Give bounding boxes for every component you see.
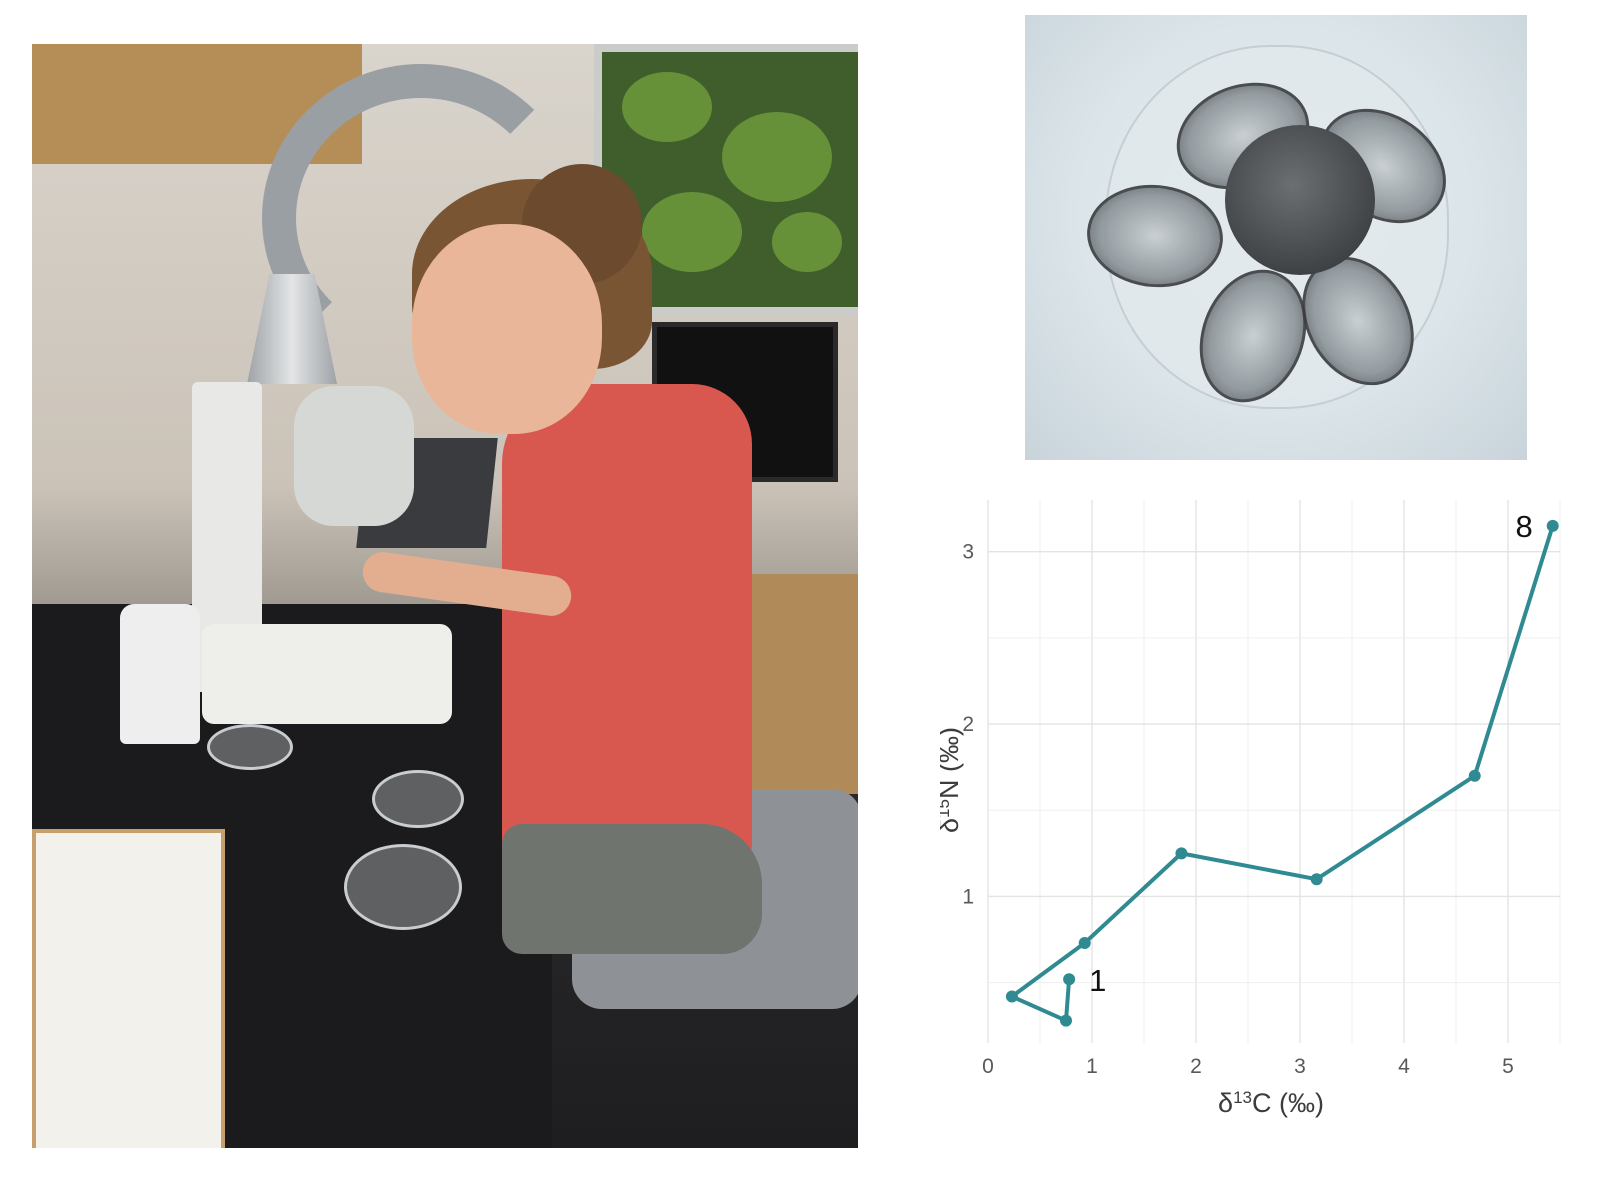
micrograph — [1025, 15, 1527, 460]
y-tick-label: 1 — [962, 885, 974, 908]
petri-dish — [344, 844, 462, 930]
microscope-base — [202, 624, 452, 724]
lab-photo — [32, 44, 858, 1148]
specimen-core — [1225, 125, 1375, 275]
point-label: 8 — [1515, 509, 1532, 544]
data-points — [1005, 519, 1559, 1027]
y-axis-title: δ15N (‰) — [940, 727, 964, 833]
shorts — [502, 824, 762, 954]
tick-labels: 0 1 2 3 4 5 1 2 3 — [962, 541, 1514, 1078]
x-tick-label: 0 — [982, 1055, 994, 1078]
microscope-head — [294, 386, 414, 526]
data-point — [1005, 990, 1018, 1003]
window — [594, 44, 858, 315]
sample-box — [32, 829, 225, 1148]
data-point — [1310, 873, 1323, 886]
data-point — [1063, 973, 1076, 986]
x-tick-label: 5 — [1502, 1055, 1514, 1078]
data-point — [1175, 847, 1188, 860]
x-axis-title: δ13C (‰) — [1218, 1088, 1324, 1119]
point-labels: 18 — [1089, 509, 1533, 998]
y-tick-label: 2 — [962, 713, 974, 736]
wash-bottle — [120, 604, 200, 744]
x-tick-label: 2 — [1190, 1055, 1202, 1078]
x-tick-label: 3 — [1294, 1055, 1306, 1078]
series-line — [1009, 525, 1555, 1023]
petri-dish — [207, 724, 293, 770]
data-point — [1468, 769, 1481, 782]
data-point — [1060, 1014, 1072, 1027]
researcher — [502, 384, 752, 874]
data-point — [1546, 519, 1559, 532]
y-tick-label: 3 — [962, 541, 974, 564]
chart-grid — [987, 500, 1561, 1043]
face — [412, 224, 602, 434]
point-label: 1 — [1089, 963, 1106, 998]
petri-dish — [372, 770, 464, 828]
data-point — [1078, 937, 1091, 950]
x-tick-label: 1 — [1086, 1055, 1098, 1078]
x-tick-label: 4 — [1398, 1055, 1410, 1078]
